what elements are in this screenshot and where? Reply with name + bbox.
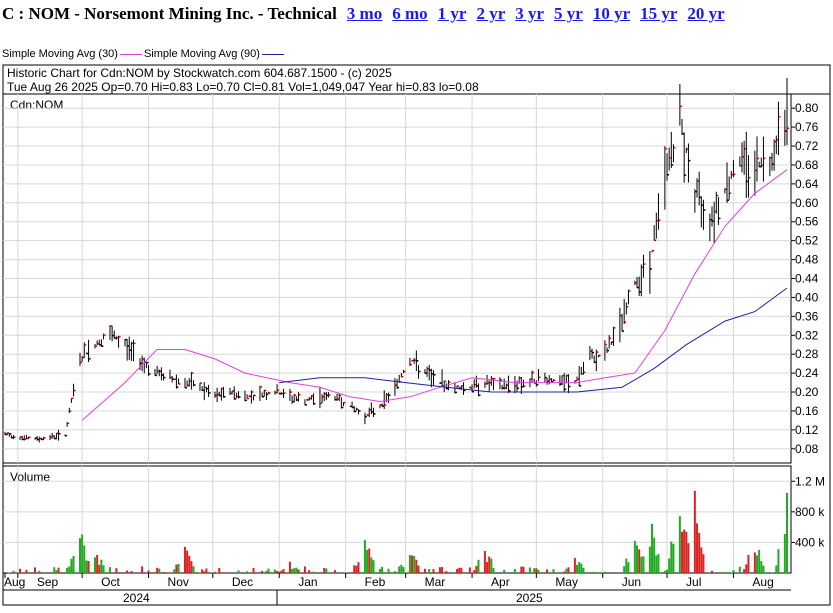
- price-tick-label: 0.24: [795, 366, 819, 380]
- volume-axis: 1.2 M 800 k 400 k: [791, 474, 825, 549]
- price-tick-label: 0.08: [795, 442, 819, 456]
- month-label: May: [555, 575, 578, 589]
- page-title: C : NOM - Norsemont Mining Inc. - Techni…: [2, 4, 337, 23]
- year-axis: 2024 2025: [123, 591, 543, 605]
- month-label: Jul: [686, 575, 701, 589]
- month-label: Mar: [425, 575, 446, 589]
- volume-label: Volume: [10, 470, 50, 484]
- chart-title-bar: C : NOM - Norsemont Mining Inc. - Techni…: [2, 4, 725, 30]
- month-axis: Aug Sep Oct Nov Dec Jan Feb Mar Apr May Jun Jul Aug: [4, 573, 774, 589]
- sma90-line: [279, 287, 788, 393]
- price-tick-label: 0.76: [795, 120, 819, 134]
- month-label: Aug: [4, 575, 25, 589]
- range-link-3yr[interactable]: 3 yr: [515, 4, 545, 23]
- price-tick-label: 0.52: [795, 234, 819, 248]
- range-link-5yr[interactable]: 5 yr: [554, 4, 583, 23]
- legend-sma30-label: Simple Moving Avg (30): [2, 48, 118, 60]
- month-label: Jun: [622, 575, 641, 589]
- month-label: Feb: [365, 575, 386, 589]
- month-label: Sep: [37, 575, 59, 589]
- price-tick-label: 0.12: [795, 423, 819, 437]
- price-tick-label: 0.60: [795, 196, 819, 210]
- range-link-20yr[interactable]: 20 yr: [687, 4, 725, 23]
- chart-info-line2: Tue Aug 26 2025 Op=0.70 Hi=0.83 Lo=0.70 …: [7, 80, 479, 94]
- year-label: 2025: [516, 591, 543, 605]
- price-tick-label: 0.32: [795, 328, 819, 342]
- range-link-3mo[interactable]: 3 mo: [346, 4, 383, 23]
- price-grid: [3, 94, 791, 463]
- volume-panel: [2, 465, 792, 574]
- price-tick-label: 0.28: [795, 347, 819, 361]
- volume-tick-label: 800 k: [795, 505, 825, 519]
- price-tick-label: 0.80: [795, 101, 819, 115]
- price-tick-label: 0.68: [795, 158, 819, 172]
- stock-chart: Historic Chart for Cdn:NOM by Stockwatch…: [2, 64, 831, 606]
- range-link-10yr[interactable]: 10 yr: [592, 4, 631, 23]
- price-tick-label: 0.40: [795, 290, 819, 304]
- price-tick-label: 0.16: [795, 404, 819, 418]
- price-tick-label: 0.72: [795, 139, 819, 153]
- sma30-line: [81, 169, 788, 421]
- volume-tick-label: 1.2 M: [795, 474, 825, 488]
- month-label: Nov: [168, 575, 189, 589]
- price-tick-label: 0.44: [795, 272, 819, 286]
- price-axis: 0.80 0.76 0.72 0.68 0.64 0.60 0.56 0.52 0.48 0.44…: [791, 101, 819, 456]
- volume-bars: [8, 490, 788, 573]
- price-tick-label: 0.48: [795, 253, 819, 267]
- month-label: Dec: [232, 575, 253, 589]
- range-link-1yr[interactable]: 1 yr: [437, 4, 467, 23]
- legend-sma30-swatch: [119, 53, 142, 55]
- month-label: Jan: [298, 575, 317, 589]
- month-label: Aug: [752, 575, 773, 589]
- volume-tick-label: 400 k: [795, 535, 825, 549]
- month-label: Oct: [101, 575, 120, 589]
- price-tick-label: 0.64: [795, 177, 819, 191]
- range-link-6mo[interactable]: 6 mo: [392, 4, 428, 23]
- price-tick-label: 0.20: [795, 385, 819, 399]
- range-link-2yr[interactable]: 2 yr: [476, 4, 506, 23]
- legend-sma90-swatch: [261, 53, 284, 55]
- chart-info-line1: Historic Chart for Cdn:NOM by Stockwatch…: [7, 66, 392, 80]
- legend-sma90-label: Simple Moving Avg (90): [143, 48, 260, 60]
- price-tick-label: 0.56: [795, 215, 819, 229]
- range-link-15yr[interactable]: 15 yr: [640, 4, 678, 23]
- price-tick-label: 0.36: [795, 309, 819, 323]
- moving-average-legend: Simple Moving Avg (30) Simple Moving Avg …: [2, 48, 286, 60]
- year-label: 2024: [123, 591, 150, 605]
- month-label: Apr: [491, 575, 510, 589]
